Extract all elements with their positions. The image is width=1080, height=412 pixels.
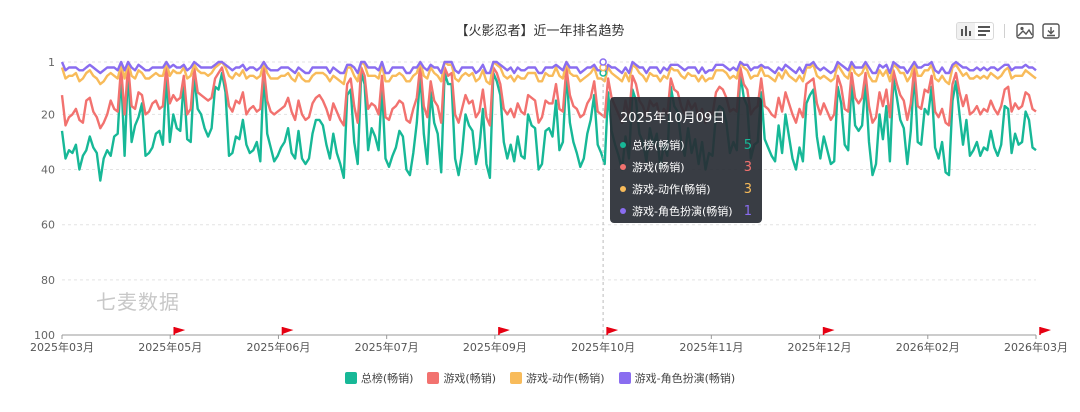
tooltip-series-name: 总榜(畅销) (632, 139, 685, 152)
toolbar-divider (1004, 24, 1005, 38)
y-tick-label: 40 (41, 164, 55, 177)
tooltip-row: 总榜(畅销) 5 (620, 134, 752, 156)
tooltip-dot (620, 186, 626, 192)
legend-swatch (510, 372, 523, 384)
view-toggle (956, 22, 994, 40)
legend-label: 总榜(畅销) (360, 372, 414, 385)
legend-label: 游戏-角色扮演(畅销) (634, 372, 736, 385)
tooltip-dot (620, 142, 626, 148)
legend-item-action[interactable]: 游戏-动作(畅销) (510, 370, 605, 386)
tooltip-row: 游戏-动作(畅销) 3 (620, 178, 752, 200)
y-tick-label: 80 (41, 274, 55, 287)
y-tick-label: 20 (41, 108, 55, 121)
flag-marker[interactable] (281, 327, 294, 335)
x-tick-label: 2025年11月 (679, 340, 743, 354)
tooltip-series-name: 游戏-角色扮演(畅销) (632, 205, 733, 218)
y-tick-label: 60 (41, 219, 55, 232)
x-tick-label: 2025年12月 (788, 340, 852, 354)
series-line-2[interactable] (60, 60, 1037, 86)
flag-marker[interactable] (606, 327, 619, 335)
legend-swatch (427, 372, 440, 384)
tooltip-value: 3 (743, 181, 752, 197)
tooltip-row: 游戏(畅销) 3 (620, 156, 752, 178)
y-tick-label: 100 (34, 329, 55, 342)
legend-label: 游戏-动作(畅销) (526, 372, 605, 385)
legend-item-rpg[interactable]: 游戏-角色扮演(畅销) (618, 370, 736, 386)
tooltip-series-name: 游戏(畅销) (632, 161, 685, 174)
tooltip-dot (620, 208, 626, 214)
x-tick-label: 2025年10月 (571, 340, 635, 354)
flag-marker[interactable] (498, 327, 510, 335)
image-download-icon[interactable] (1015, 22, 1035, 40)
x-tick-label: 2025年03月 (30, 340, 94, 354)
tooltip-value: 1 (743, 203, 752, 219)
x-tick-label: 2026年03月 (1004, 340, 1068, 354)
x-tick-label: 2025年06月 (246, 340, 310, 354)
x-tick-label: 2025年05月 (138, 340, 202, 354)
chart-toolbar (956, 22, 1061, 40)
tooltip-value: 5 (743, 137, 752, 153)
chart-title: 【火影忍者】近一年排名趋势 (455, 24, 625, 39)
flag-marker[interactable] (173, 327, 186, 335)
legend-item-total[interactable]: 总榜(畅销) (344, 370, 414, 386)
flag-marker[interactable] (822, 327, 835, 335)
x-tick-label: 2025年07月 (355, 340, 419, 354)
hover-point (599, 58, 607, 66)
list-icon[interactable] (975, 23, 993, 39)
y-tick-label: 1 (48, 56, 55, 69)
tooltip-value: 3 (743, 159, 752, 175)
legend-label: 游戏(畅销) (443, 372, 497, 385)
bar-chart-icon[interactable] (957, 23, 975, 39)
chart-legend: 总榜(畅销) 游戏(畅销) 游戏-动作(畅销) 游戏-角色扮演(畅销) (0, 370, 1080, 386)
download-icon[interactable] (1041, 22, 1061, 40)
x-tick-label: 2026年02月 (896, 340, 960, 354)
legend-swatch (344, 372, 357, 384)
flag-marker[interactable] (1039, 327, 1051, 335)
tooltip-date: 2025年10月09日 (620, 111, 726, 126)
tooltip-series-name: 游戏-动作(畅销) (632, 183, 711, 196)
watermark: 七麦数据 (96, 290, 180, 314)
tooltip-dot (620, 164, 626, 170)
series-line-1[interactable] (60, 63, 1037, 130)
x-tick-label: 2025年09月 (463, 340, 527, 354)
tooltip-row: 游戏-角色扮演(畅销) 1 (620, 200, 752, 222)
series-line-3[interactable] (60, 60, 1037, 75)
data-tooltip: 2025年10月09日 总榜(畅销) 5 游戏(畅销) 3 游戏-动作(畅销) … (610, 97, 762, 223)
legend-swatch (618, 372, 631, 384)
series-line-0[interactable] (60, 66, 1037, 182)
legend-item-game[interactable]: 游戏(畅销) (427, 370, 496, 386)
